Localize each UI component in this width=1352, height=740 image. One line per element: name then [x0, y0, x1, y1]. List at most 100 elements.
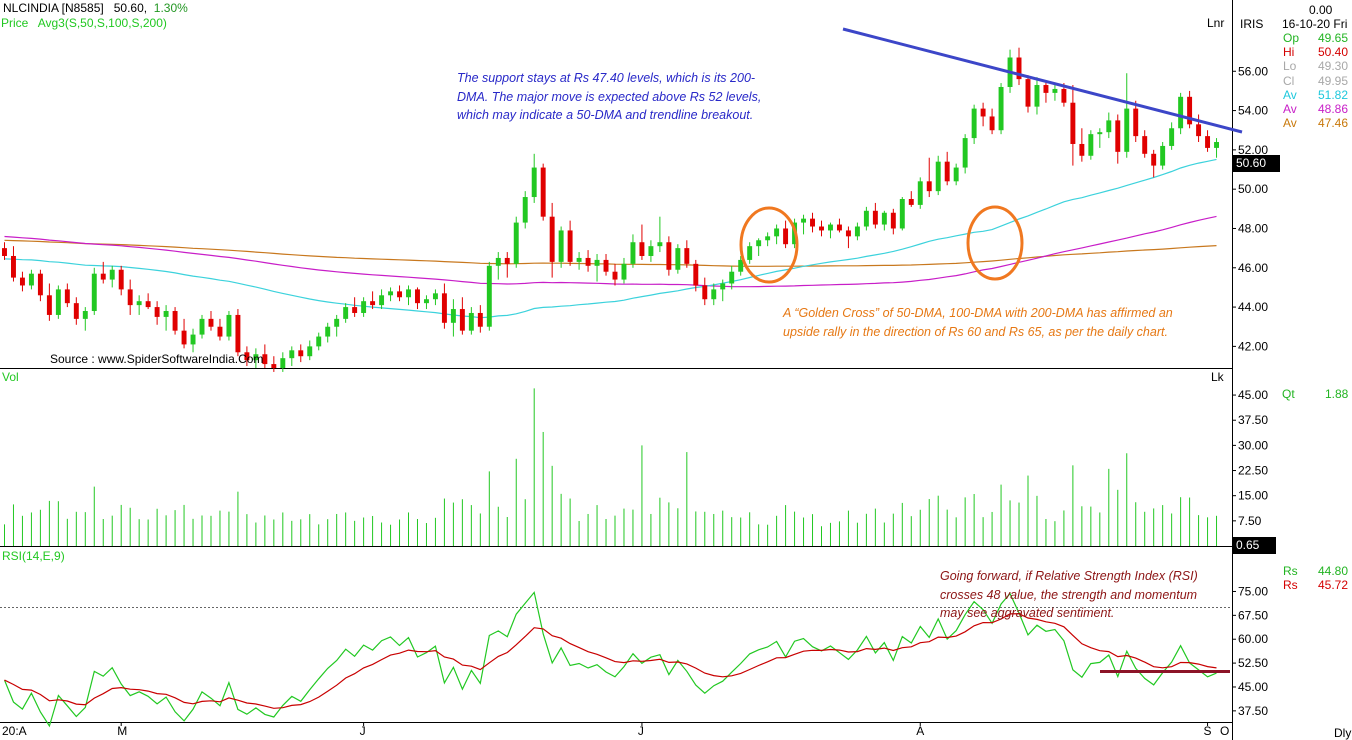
- price-tick-label: 46.00: [1238, 261, 1268, 275]
- x-tick-label: A: [916, 724, 924, 738]
- candle-body: [154, 307, 160, 317]
- x-tick-label: S: [1204, 724, 1212, 738]
- volume-tick-label: 15.00: [1238, 489, 1268, 503]
- candle-body: [1034, 85, 1040, 107]
- scale-mode[interactable]: Lnr: [1207, 16, 1225, 30]
- candle-body: [1124, 108, 1130, 152]
- candle-body: [612, 271, 618, 280]
- candle-body: [819, 226, 824, 231]
- readout-label: Cl: [1283, 73, 1295, 88]
- rsi-tick-label: 37.50: [1238, 704, 1268, 718]
- candle-body: [1025, 79, 1031, 107]
- source-credit: Source : www.SpiderSoftwareIndia.Com: [50, 352, 264, 366]
- candle-body: [594, 259, 600, 266]
- candle-body: [1187, 96, 1193, 125]
- candle-body: [468, 312, 474, 331]
- candle-body: [711, 289, 717, 300]
- sma100-line: [4, 215, 1217, 288]
- rsi-tick-label: 52.50: [1238, 656, 1268, 670]
- symbol-label[interactable]: NLCINDIA [N8585]: [3, 1, 104, 15]
- candle-body: [522, 197, 528, 223]
- candle-body: [863, 210, 869, 227]
- rsi-readout-label: Rs: [1283, 564, 1298, 578]
- readout-value: 49.30: [1318, 59, 1349, 74]
- candle-body: [639, 242, 645, 256]
- readout-label: Av: [1283, 102, 1297, 116]
- rsi-line-3: may see aggravated sentiment.: [940, 606, 1115, 620]
- volume-readout-label: Qt: [1282, 387, 1295, 401]
- candle-body: [1169, 128, 1175, 146]
- candle-body: [971, 108, 977, 139]
- candle-body: [1088, 134, 1094, 156]
- candle-body: [145, 301, 151, 308]
- candle-body: [495, 257, 501, 266]
- candle-body: [845, 230, 851, 237]
- indicator-label: Price: [1, 16, 29, 30]
- candle-body: [217, 326, 223, 337]
- candle-body: [657, 242, 663, 247]
- volume-tick-label: 22.50: [1238, 464, 1268, 478]
- candle-body: [630, 242, 636, 264]
- candle-body: [91, 273, 97, 312]
- candle-body: [46, 295, 52, 315]
- candle-body: [765, 236, 771, 241]
- rsi-tick-label: 67.50: [1238, 608, 1268, 622]
- price-tick-label: 52.00: [1238, 143, 1268, 157]
- timeframe-label[interactable]: Dly: [1334, 726, 1352, 740]
- candle-body: [513, 222, 519, 264]
- candle-body: [334, 318, 340, 327]
- x-tick-label: J: [638, 724, 644, 738]
- volume-readout-value: 1.88: [1325, 387, 1349, 401]
- volume-tick-label: 37.50: [1238, 413, 1268, 427]
- candle-body: [208, 318, 214, 327]
- readout-value: 47.46: [1318, 116, 1349, 131]
- candle-body: [747, 246, 753, 260]
- price-tick-label: 42.00: [1238, 339, 1268, 353]
- candle-body: [432, 293, 438, 300]
- candle-body: [190, 334, 196, 345]
- candle-body: [307, 346, 313, 357]
- candle-body: [1106, 120, 1112, 133]
- candle-body: [953, 167, 959, 182]
- candle-body: [406, 289, 411, 298]
- candle-body: [774, 228, 780, 237]
- indicator-params[interactable]: Avg3(S,50,S,100,S,200): [37, 16, 167, 30]
- candle-body: [1052, 88, 1058, 93]
- golden-cross-circle: [739, 206, 799, 284]
- candle-body: [504, 257, 510, 264]
- candle-body: [289, 350, 295, 359]
- candle-body: [926, 181, 932, 192]
- candle-body: [810, 218, 815, 227]
- candle-body: [280, 358, 286, 368]
- candle-body: [253, 354, 259, 361]
- candle-body: [397, 291, 402, 298]
- candle-body: [1070, 102, 1076, 144]
- candle-body: [1196, 124, 1202, 137]
- golden-line-1: A “Golden Cross” of 50-DMA, 100-DMA with…: [783, 306, 1173, 320]
- candle-body: [10, 255, 16, 278]
- x-tick-label: 20:A: [2, 724, 27, 738]
- readout-value: 50.40: [1318, 45, 1349, 60]
- candle-body: [459, 309, 465, 331]
- candle-body: [486, 265, 492, 327]
- readout-value: 48.86: [1318, 102, 1349, 116]
- rsi-readout-value: 44.80: [1318, 564, 1349, 578]
- candle-body: [549, 216, 555, 262]
- candle-body: [361, 301, 367, 313]
- candle-body: [325, 326, 331, 337]
- volume-tick-label: 45.00: [1238, 388, 1268, 402]
- rsi-panel-label[interactable]: RSI(14,E,9): [2, 549, 65, 563]
- candle-body: [226, 314, 232, 337]
- readout-label: Av: [1283, 116, 1297, 131]
- candle-body: [675, 248, 681, 270]
- candle-body: [1160, 145, 1166, 166]
- candle-body: [235, 314, 241, 353]
- candle-body: [720, 283, 726, 290]
- candle-body: [1061, 88, 1067, 103]
- candle-body: [854, 226, 860, 237]
- sma200-line: [4, 239, 1217, 267]
- candle-body: [55, 289, 61, 315]
- brand-label: IRIS: [1240, 17, 1264, 31]
- candle-body: [100, 273, 106, 280]
- candle-body: [801, 218, 807, 223]
